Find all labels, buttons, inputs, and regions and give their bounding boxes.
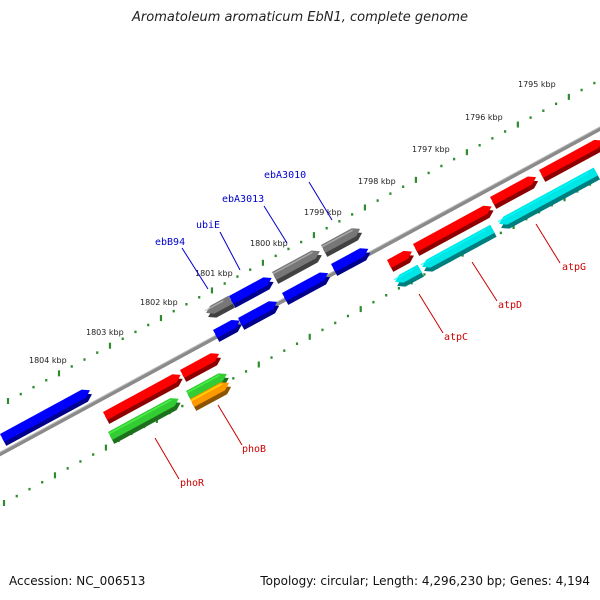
gene-arrow <box>539 139 600 182</box>
gene-arrow <box>204 295 235 318</box>
gene-arrow <box>387 250 414 272</box>
gene-arrow <box>321 228 363 257</box>
gene-arrow <box>413 205 494 256</box>
gene-leader-line <box>219 231 241 271</box>
gene-leader-line <box>308 181 333 221</box>
ruler-tick-label: 1796 kbp <box>465 113 503 122</box>
gene-arrow <box>229 277 274 308</box>
gene-arrow <box>490 176 539 209</box>
gene-leader-line <box>418 293 444 334</box>
gene-arrow <box>282 272 331 305</box>
gene-label-ubie: ubiE <box>196 220 220 231</box>
genome-summary: Topology: circular; Length: 4,296,230 bp… <box>260 574 590 588</box>
ruler-tick-label: 1804 kbp <box>29 356 67 365</box>
page-title: Aromatoleum aromaticum EbN1, complete ge… <box>132 10 468 25</box>
ruler-outer <box>6 81 596 404</box>
gene-label-phor: phoR <box>180 478 205 489</box>
gene-leader-line <box>181 247 209 290</box>
gene-label-atpc: atpC <box>444 332 468 343</box>
ruler-labels: 1795 kbp 1796 kbp 1797 kbp 1798 kbp 1799 kbp… <box>29 80 556 365</box>
gene-arrow <box>180 353 222 382</box>
ruler-tick-label: 1797 kbp <box>412 145 450 154</box>
gene-arrow <box>497 167 600 229</box>
gene-label-eba3013: ebA3013 <box>222 194 264 205</box>
gene-labels: ebB94 ubiE ebA3013 ebA3010 atpG atpD atpC phoB p… <box>154 170 586 489</box>
ruler-tick-label: 1798 kbp <box>358 177 396 186</box>
gene-arrow <box>420 224 497 272</box>
gene-arrow <box>108 398 181 444</box>
ruler-tick-label: 1801 kbp <box>195 269 233 278</box>
gene-leader-line <box>154 437 180 480</box>
ruler-tick-label: 1799 kbp <box>304 208 342 217</box>
ruler-tick-label: 1802 kbp <box>140 298 178 307</box>
accession-label: Accession: NC_006513 <box>9 574 146 588</box>
gene-arrow <box>331 248 371 276</box>
gene-arrow <box>213 320 242 342</box>
ruler-inner <box>2 183 592 506</box>
gene-arrow <box>393 264 424 287</box>
gene-label-ebb94: ebB94 <box>155 237 185 248</box>
gene-track <box>0 139 600 446</box>
gene-leader-line <box>263 205 288 244</box>
gene-arrow <box>238 301 280 330</box>
gene-arrow <box>0 389 92 446</box>
gene-leader-line <box>471 261 498 302</box>
gene-leader-line <box>217 404 243 446</box>
gene-leader-line <box>535 223 561 264</box>
ruler-tick-label: 1800 kbp <box>250 239 288 248</box>
gene-label-eba3010: ebA3010 <box>264 170 306 181</box>
gene-arrow <box>103 374 183 424</box>
ruler-tick-label: 1803 kbp <box>86 328 124 337</box>
gene-arrow <box>190 382 232 411</box>
gene-label-atpd: atpD <box>498 300 522 311</box>
ruler-tick-label: 1795 kbp <box>518 80 556 89</box>
gene-arrow <box>272 250 322 284</box>
gene-label-atpg: atpG <box>562 262 586 273</box>
gene-label-phob: phoB <box>242 444 266 455</box>
